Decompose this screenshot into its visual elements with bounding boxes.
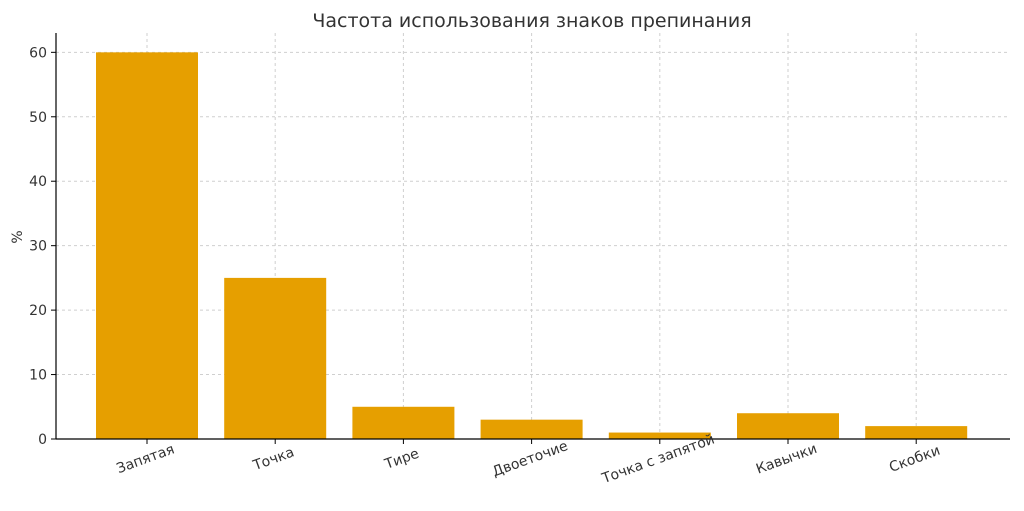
x-tick-label: Скобки — [887, 443, 942, 476]
chart-title: Частота использования знаков препинания — [312, 10, 751, 32]
bars-layer — [96, 52, 968, 439]
y-ticks: 0 10 20 30 40 50 60 — [29, 45, 917, 448]
y-tick-label: 10 — [29, 368, 47, 384]
x-tick-label: Точка с запятой — [599, 431, 717, 487]
axes-layer — [55, 33, 1010, 440]
bar — [96, 52, 198, 439]
y-axis-label: % — [10, 230, 26, 243]
x-tick-label: Запятая — [115, 441, 177, 477]
bar — [865, 426, 968, 439]
x-tick-labels: Запятая Точка Тире Двоеточие Точка с запятой… — [115, 431, 943, 487]
bar — [608, 432, 711, 439]
y-tick-label: 60 — [29, 45, 47, 61]
y-tick-label: 50 — [29, 110, 47, 126]
y-tick-label: 0 — [38, 432, 47, 448]
bar — [224, 277, 327, 439]
y-tick-label: 30 — [29, 239, 47, 255]
bar — [480, 419, 583, 439]
x-tick-label: Точка — [250, 444, 296, 474]
grid-layer — [56, 33, 1010, 440]
bar — [352, 406, 455, 439]
x-tick-label: Тире — [382, 446, 421, 473]
x-tick-label: Кавычки — [754, 441, 819, 478]
x-tick-label: Двоеточие — [490, 438, 570, 480]
y-tick-label: 40 — [29, 174, 47, 190]
bar — [737, 413, 839, 439]
y-tick-label: 20 — [29, 303, 47, 319]
